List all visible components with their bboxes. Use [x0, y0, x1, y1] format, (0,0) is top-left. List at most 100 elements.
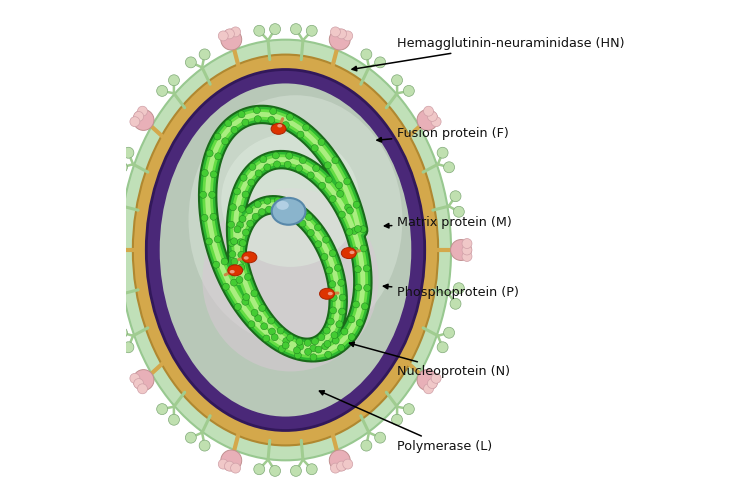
Circle shape	[361, 440, 372, 451]
Circle shape	[274, 197, 281, 204]
Circle shape	[157, 404, 167, 414]
Circle shape	[327, 318, 334, 325]
Circle shape	[116, 328, 128, 338]
Circle shape	[252, 214, 259, 220]
Circle shape	[254, 200, 261, 207]
Circle shape	[462, 252, 472, 262]
Circle shape	[424, 384, 433, 394]
Ellipse shape	[228, 265, 243, 276]
Circle shape	[417, 370, 438, 390]
Circle shape	[337, 461, 346, 471]
Circle shape	[443, 328, 454, 338]
Circle shape	[246, 207, 253, 214]
Circle shape	[239, 216, 246, 222]
Circle shape	[218, 459, 228, 469]
Circle shape	[277, 327, 284, 334]
Circle shape	[295, 352, 302, 359]
Circle shape	[273, 206, 280, 213]
Circle shape	[268, 116, 274, 123]
Circle shape	[354, 266, 362, 272]
Ellipse shape	[133, 54, 438, 446]
Circle shape	[251, 310, 258, 316]
Circle shape	[322, 236, 329, 243]
Circle shape	[200, 49, 210, 60]
Circle shape	[254, 26, 265, 36]
Circle shape	[200, 440, 210, 451]
Circle shape	[202, 170, 208, 176]
Circle shape	[290, 24, 302, 34]
Circle shape	[282, 342, 290, 349]
Circle shape	[308, 230, 314, 236]
Circle shape	[450, 298, 461, 310]
Ellipse shape	[146, 70, 424, 430]
Circle shape	[110, 298, 121, 310]
Circle shape	[106, 283, 118, 294]
Circle shape	[238, 264, 244, 271]
Circle shape	[248, 321, 255, 328]
Circle shape	[231, 126, 238, 134]
Circle shape	[242, 191, 249, 198]
Circle shape	[310, 354, 317, 361]
Circle shape	[284, 161, 291, 168]
Circle shape	[361, 49, 372, 60]
Circle shape	[230, 238, 238, 245]
Circle shape	[254, 464, 265, 474]
Circle shape	[137, 106, 148, 116]
Circle shape	[264, 164, 271, 171]
Text: Nucleoprotein (N): Nucleoprotein (N)	[350, 342, 510, 378]
Circle shape	[338, 280, 345, 286]
Circle shape	[329, 29, 350, 50]
Ellipse shape	[120, 40, 451, 461]
Circle shape	[169, 414, 179, 425]
Circle shape	[337, 29, 346, 39]
Circle shape	[238, 206, 245, 212]
Circle shape	[260, 156, 267, 162]
Circle shape	[261, 323, 268, 330]
Circle shape	[100, 240, 121, 260]
Circle shape	[130, 116, 140, 126]
Circle shape	[356, 320, 363, 326]
Circle shape	[130, 374, 140, 384]
Circle shape	[230, 463, 241, 473]
Circle shape	[348, 334, 355, 340]
Circle shape	[282, 122, 290, 128]
Text: Fusion protein (F): Fusion protein (F)	[377, 126, 509, 142]
Circle shape	[248, 179, 255, 186]
Circle shape	[235, 304, 242, 310]
Circle shape	[259, 304, 266, 312]
Circle shape	[134, 112, 144, 122]
Circle shape	[329, 450, 350, 471]
Circle shape	[244, 274, 251, 280]
Circle shape	[355, 226, 362, 232]
Circle shape	[214, 133, 221, 140]
Circle shape	[221, 258, 228, 265]
Circle shape	[296, 206, 302, 212]
Circle shape	[330, 294, 338, 302]
Circle shape	[326, 267, 333, 274]
Ellipse shape	[230, 270, 235, 274]
Circle shape	[225, 120, 232, 127]
Circle shape	[303, 124, 310, 131]
Circle shape	[209, 192, 215, 198]
Circle shape	[417, 110, 438, 130]
Circle shape	[353, 201, 360, 208]
Circle shape	[338, 211, 346, 218]
Circle shape	[268, 317, 274, 324]
Circle shape	[339, 294, 346, 301]
Circle shape	[343, 31, 352, 41]
Ellipse shape	[242, 252, 256, 263]
Circle shape	[299, 156, 306, 164]
Ellipse shape	[350, 250, 355, 254]
Circle shape	[306, 464, 317, 474]
Circle shape	[324, 162, 332, 168]
Circle shape	[230, 27, 241, 37]
Circle shape	[331, 463, 340, 473]
Circle shape	[304, 340, 311, 346]
Circle shape	[214, 153, 221, 160]
Circle shape	[254, 106, 260, 114]
Circle shape	[304, 348, 311, 356]
Circle shape	[305, 214, 312, 220]
Circle shape	[346, 228, 353, 235]
Circle shape	[283, 338, 290, 344]
Circle shape	[392, 75, 403, 86]
